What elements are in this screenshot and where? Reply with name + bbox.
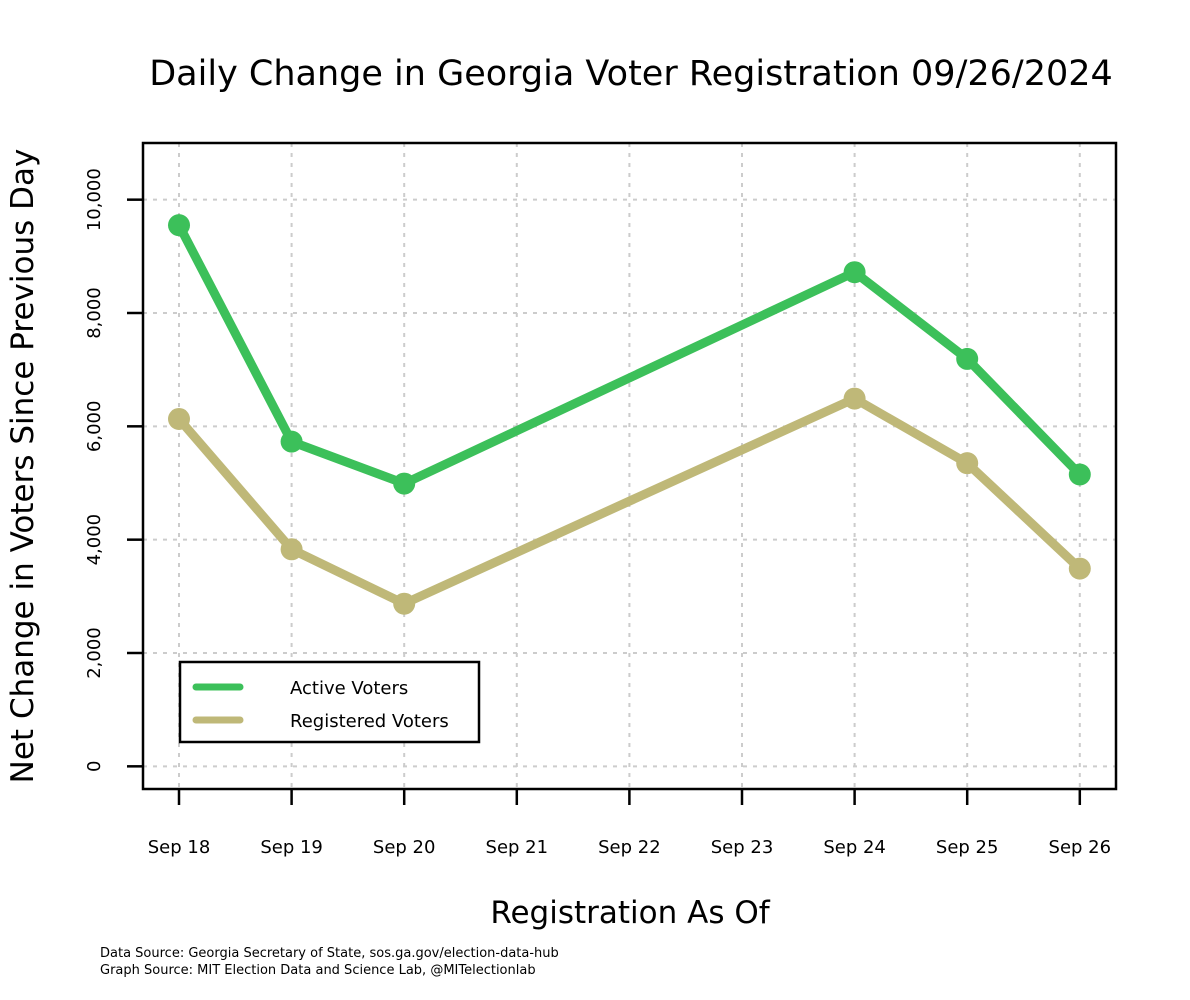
data-point — [280, 430, 303, 453]
data-point — [393, 592, 416, 615]
x-tick-label: Sep 20 — [373, 837, 436, 858]
y-tick-label: 10,000 — [84, 168, 105, 231]
legend-label-active-voters: Active Voters — [290, 678, 408, 699]
x-tick-label: Sep 26 — [1049, 837, 1112, 858]
data-point — [280, 538, 303, 561]
data-point — [168, 407, 190, 430]
data-point — [168, 214, 190, 237]
data-point — [1068, 463, 1091, 486]
graph-source-note: Graph Source: MIT Election Data and Scie… — [100, 963, 536, 978]
legend-box — [178, 660, 481, 744]
series-line — [174, 220, 1085, 489]
y-tick-label: 2,000 — [84, 627, 105, 679]
x-axis-title: Registration As Of — [490, 895, 770, 931]
chart-title: Daily Change in Georgia Voter Registrati… — [149, 54, 1113, 94]
data-source-note: Data Source: Georgia Secretary of State,… — [100, 946, 559, 961]
legend: Active Voters Registered Voters — [178, 660, 481, 744]
data-point — [956, 347, 979, 370]
legend-label-registered-voters: Registered Voters — [290, 711, 449, 732]
data-point — [843, 387, 866, 410]
series-registered-voters — [168, 387, 1091, 615]
y-axis: 0 2,000 4,000 6,000 8,000 10,000 — [84, 168, 143, 772]
x-axis: Sep 18 Sep 19 Sep 20 Sep 21 Sep 22 Sep 23 Sep … — [148, 789, 1111, 858]
y-tick-label: 0 — [84, 761, 105, 772]
data-point — [956, 452, 979, 475]
x-tick-label: Sep 21 — [486, 837, 549, 858]
x-tick-label: Sep 22 — [598, 837, 661, 858]
data-point — [843, 261, 866, 284]
y-tick-label: 4,000 — [84, 514, 105, 566]
y-axis-title: Net Change in Voters Since Previous Day — [5, 149, 41, 784]
y-tick-label: 6,000 — [84, 401, 105, 453]
x-tick-label: Sep 23 — [711, 837, 774, 858]
data-point — [1068, 557, 1091, 580]
x-tick-label: Sep 18 — [148, 837, 211, 858]
series-layer — [168, 214, 1091, 615]
series-active-voters — [168, 214, 1091, 495]
x-tick-label: Sep 25 — [936, 837, 999, 858]
y-tick-label: 8,000 — [84, 287, 105, 339]
x-tick-label: Sep 19 — [260, 837, 323, 858]
series-line — [174, 394, 1085, 609]
data-point — [393, 472, 416, 495]
x-tick-label: Sep 24 — [823, 837, 886, 858]
